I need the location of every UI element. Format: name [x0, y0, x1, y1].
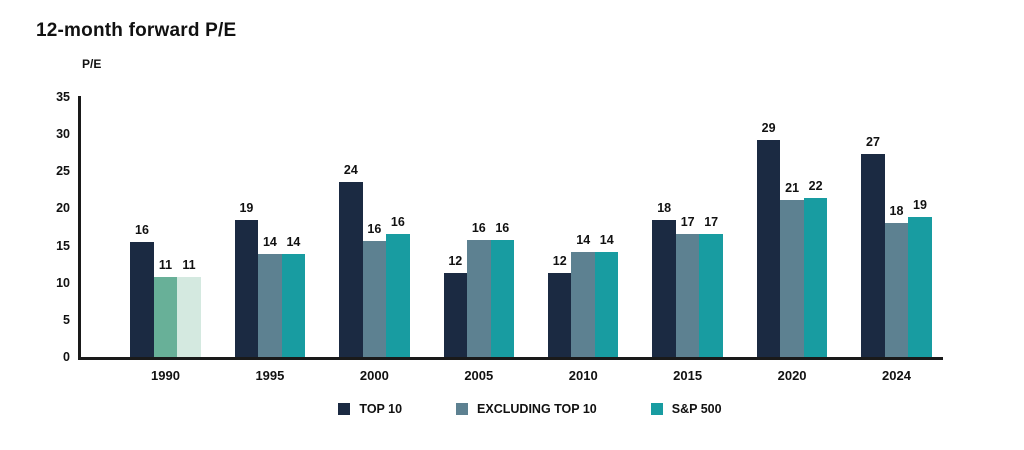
bar-value-label: 14 [286, 235, 301, 250]
legend-label: S&P 500 [671, 402, 722, 416]
x-axis-label-2010: 2010 [568, 368, 598, 383]
bar-excluding-top-10-2010 [571, 251, 595, 357]
bar-value-label: 16 [135, 222, 149, 237]
bar-value-label: 12 [552, 254, 567, 269]
legend-swatch [650, 403, 663, 415]
y-tick-label: 0 [63, 350, 70, 364]
bar-excluding-top-10-1990 [153, 276, 178, 357]
y-tick-label: 5 [63, 312, 70, 327]
x-axis-label-2005: 2005 [464, 368, 494, 383]
bar-value-label: 16 [390, 215, 405, 230]
y-tick-label: 35 [56, 90, 70, 104]
bar-value-label: 22 [808, 179, 823, 194]
bar-value-label: 29 [761, 121, 776, 136]
bar-s-p-500-2015 [699, 233, 723, 357]
bar-value-label: 11 [182, 257, 196, 272]
bar-top-10-2024 [861, 154, 885, 357]
y-tick-label: 25 [56, 164, 70, 179]
bar-value-label: 17 [704, 214, 719, 229]
bar-excluding-top-10-2020 [780, 199, 804, 357]
bar-excluding-top-10-2024 [884, 222, 909, 357]
legend-label: EXCLUDING TOP 10 [477, 402, 597, 416]
legend-item-s-p-500: S&P 500 [650, 402, 722, 416]
x-axis-label-2000: 2000 [359, 368, 389, 383]
y-axis-line [78, 96, 81, 360]
bar-value-label: 14 [262, 235, 277, 250]
bar-excluding-top-10-2000 [362, 241, 387, 357]
y-axis-unit-label: P/E [82, 57, 102, 71]
bar-value-label: 14 [576, 232, 591, 247]
x-axis-label-2024: 2024 [882, 368, 911, 383]
bar-value-label: 12 [448, 254, 463, 269]
bar-s-p-500-1990 [177, 276, 201, 357]
bar-value-label: 16 [471, 220, 486, 235]
bar-value-label: 27 [866, 135, 880, 150]
legend-label: TOP 10 [359, 402, 403, 416]
bar-s-p-500-2020 [803, 198, 828, 357]
bar-value-label: 24 [343, 162, 358, 177]
bar-excluding-top-10-1995 [258, 254, 282, 357]
bar-value-label: 18 [889, 203, 904, 218]
bar-value-label: 19 [239, 201, 254, 216]
y-tick-label: 10 [56, 275, 70, 290]
bar-s-p-500-2024 [908, 217, 932, 357]
bar-top-10-2000 [339, 181, 363, 357]
bar-top-10-2020 [756, 140, 781, 357]
bar-top-10-1990 [130, 241, 154, 357]
bar-top-10-1995 [234, 220, 259, 357]
bar-value-label: 18 [657, 201, 672, 216]
x-axis-label-1995: 1995 [255, 368, 285, 383]
bar-top-10-2010 [547, 273, 572, 357]
bar-value-label: 16 [367, 222, 382, 237]
x-axis-label-2020: 2020 [777, 368, 807, 383]
bar-top-10-2015 [652, 220, 676, 357]
y-tick-label: 20 [56, 201, 70, 216]
y-tick-label: 15 [56, 238, 70, 253]
x-axis-line [78, 357, 943, 360]
y-tick-label: 30 [56, 127, 70, 142]
legend-item-excluding-top-10: EXCLUDING TOP 10 [456, 402, 597, 416]
legend-swatch [338, 403, 351, 415]
bar-value-label: 11 [158, 257, 173, 272]
bar-value-label: 14 [599, 232, 614, 247]
bar-s-p-500-1995 [281, 254, 306, 357]
bar-value-label: 21 [785, 180, 800, 195]
x-axis-label-1990: 1990 [151, 368, 180, 383]
bar-excluding-top-10-2005 [467, 239, 491, 357]
bar-s-p-500-2005 [490, 239, 515, 357]
bar-value-label: 19 [913, 198, 927, 213]
legend-swatch [456, 403, 469, 415]
bar-value-label: 16 [495, 220, 510, 235]
bar-value-label: 17 [680, 214, 695, 229]
bar-top-10-2005 [443, 273, 468, 357]
bar-s-p-500-2010 [594, 251, 619, 357]
bar-s-p-500-2000 [386, 234, 410, 357]
x-axis-label-2015: 2015 [673, 368, 703, 383]
chart-title: 12-month forward P/E [36, 20, 237, 41]
legend-item-top-10: TOP 10 [338, 402, 402, 416]
legend: TOP 10 EXCLUDING TOP 10 S&P 500 [18, 402, 1024, 416]
bar-excluding-top-10-2015 [675, 233, 700, 357]
